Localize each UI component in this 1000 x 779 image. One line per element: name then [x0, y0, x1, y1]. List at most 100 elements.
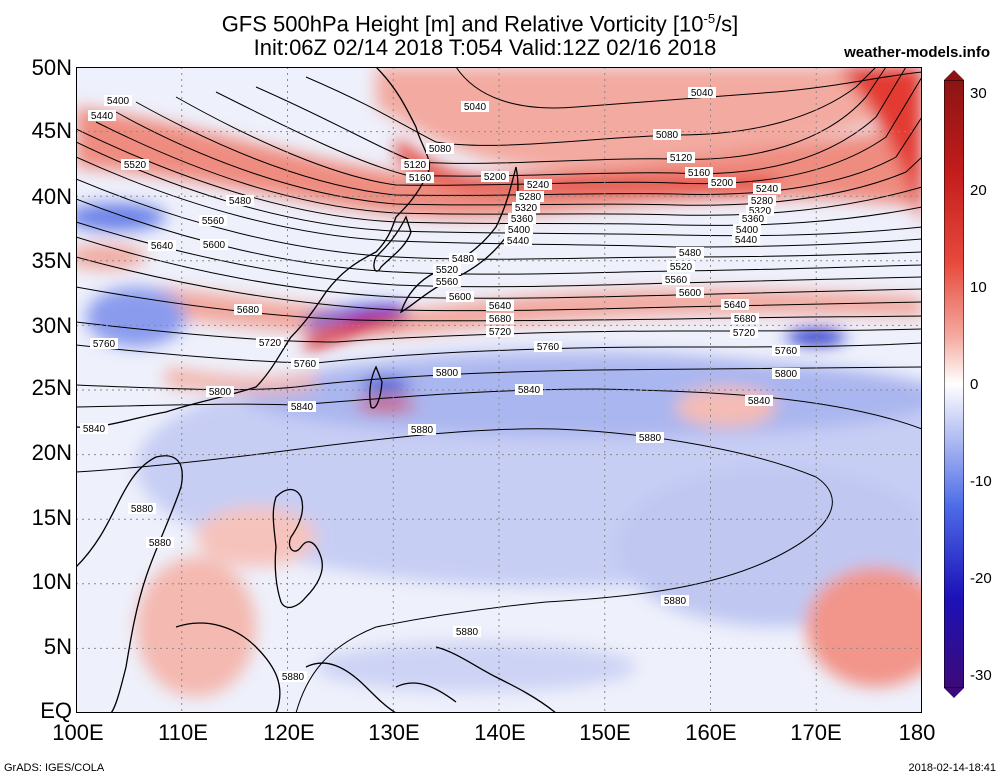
svg-text:5280: 5280 [751, 196, 774, 207]
svg-text:5840: 5840 [748, 396, 771, 407]
lat-label: 50N [31, 55, 72, 80]
contour-label-5640: 5640 [486, 300, 514, 312]
contour-label-5880: 5880 [279, 671, 307, 683]
contour-5480 [76, 178, 922, 260]
svg-text:5080: 5080 [429, 144, 452, 155]
contour-label-5440: 5440 [732, 234, 760, 246]
svg-text:5840: 5840 [83, 424, 106, 435]
coast-korea [373, 215, 412, 272]
svg-text:5800: 5800 [775, 369, 798, 380]
colorbar-label: -20 [970, 570, 992, 587]
svg-text:5280: 5280 [519, 192, 542, 203]
lon-label: 100E [52, 720, 104, 745]
contour-5160 [215, 67, 907, 177]
svg-text:5520: 5520 [436, 265, 459, 276]
contour-label-5800: 5800 [206, 386, 234, 398]
contour-label-5880: 5880 [636, 432, 664, 444]
contour-label-5080: 5080 [426, 143, 454, 155]
svg-text:5120: 5120 [404, 160, 427, 171]
contour-label-5600: 5600 [200, 239, 228, 251]
contour-label-5520: 5520 [433, 264, 461, 276]
lon-label: 180 [898, 720, 936, 745]
contour-label-5560: 5560 [662, 274, 690, 286]
coast-philippines [272, 488, 323, 609]
lat-label: 45N [31, 118, 72, 143]
contour-label-5440: 5440 [504, 235, 532, 247]
lon-label: 110E [158, 720, 208, 745]
chart-title: GFS 500hPa Height [m] and Relative Vorti… [221, 11, 739, 37]
contour-label-5560: 5560 [199, 215, 227, 227]
lat-label: 20N [31, 440, 72, 465]
svg-text:5480: 5480 [679, 248, 702, 259]
colorbar-label: 20 [970, 182, 987, 199]
svg-text:5240: 5240 [756, 184, 779, 195]
site-brand: weather-models.info [844, 44, 990, 61]
vorticity-height-map: 5040 5040 5080 5080 5120 5120 5160 5160 … [76, 67, 922, 713]
contour-label-5600: 5600 [676, 287, 704, 299]
svg-text:5760: 5760 [93, 339, 116, 350]
lat-label: 35N [31, 248, 72, 273]
colorbar-label: -30 [970, 667, 992, 684]
contour-label-5200: 5200 [481, 171, 509, 183]
contour-label-5800: 5800 [433, 367, 461, 379]
svg-text:5720: 5720 [259, 338, 282, 349]
contour-labels: 5040 5040 5080 5080 5120 5120 5160 5160 … [80, 87, 800, 683]
svg-text:5640: 5640 [151, 241, 174, 252]
svg-text:5240: 5240 [527, 180, 550, 191]
svg-text:5880: 5880 [664, 596, 687, 607]
colorbar [944, 80, 964, 688]
lon-label: 140E [474, 720, 526, 745]
contour-label-5040: 5040 [461, 101, 489, 113]
contour-5560 [76, 221, 922, 288]
contour-5880 [76, 428, 833, 713]
contour-label-5480: 5480 [449, 253, 477, 265]
contour-label-5480: 5480 [226, 195, 254, 207]
svg-text:5520: 5520 [124, 160, 147, 171]
svg-text:5800: 5800 [436, 368, 459, 379]
footer-timestamp: 2018-02-14-18:41 [908, 762, 996, 774]
svg-text:5600: 5600 [449, 292, 472, 303]
contour-label-5800: 5800 [772, 368, 800, 380]
svg-text:5680: 5680 [489, 314, 512, 325]
svg-text:5560: 5560 [202, 216, 225, 227]
contour-5080 [305, 67, 877, 146]
lat-label: 25N [31, 375, 72, 400]
svg-text:5640: 5640 [489, 301, 512, 312]
svg-text:5600: 5600 [203, 240, 226, 251]
svg-text:5880: 5880 [639, 433, 662, 444]
contour-label-5880: 5880 [453, 626, 481, 638]
contour-label-5240: 5240 [753, 183, 781, 195]
colorbar-label: -10 [970, 473, 992, 490]
colorbar-label: 10 [970, 279, 987, 296]
contour-label-5160: 5160 [406, 172, 434, 184]
contour-label-5880: 5880 [146, 537, 174, 549]
svg-text:5600: 5600 [679, 288, 702, 299]
svg-text:5320: 5320 [749, 206, 772, 217]
contour-label-5840: 5840 [288, 401, 316, 413]
contour-label-5760: 5760 [291, 358, 319, 370]
svg-text:5480: 5480 [452, 254, 475, 265]
svg-text:5680: 5680 [734, 314, 757, 325]
contour-label-5480: 5480 [676, 247, 704, 259]
contour-label-5360: 5360 [739, 213, 767, 225]
contour-label-5680: 5680 [731, 313, 759, 325]
footer-credit: GrADS: IGES/COLA [4, 762, 105, 774]
svg-text:5880: 5880 [411, 425, 434, 436]
svg-text:5880: 5880 [131, 504, 154, 515]
contour-label-5120: 5120 [667, 152, 695, 164]
contour-label-5280: 5280 [516, 191, 544, 203]
svg-text:5880: 5880 [456, 627, 479, 638]
svg-text:5200: 5200 [711, 178, 734, 189]
svg-text:5120: 5120 [670, 153, 693, 164]
contour-label-5720: 5720 [256, 337, 284, 349]
contour-5600 [76, 236, 922, 299]
svg-text:5760: 5760 [537, 342, 560, 353]
contour-label-5640: 5640 [148, 240, 176, 252]
svg-text:5840: 5840 [291, 402, 314, 413]
contour-label-5200: 5200 [708, 177, 736, 189]
svg-text:5480: 5480 [229, 196, 252, 207]
svg-text:5400: 5400 [736, 225, 759, 236]
contour-label-5320: 5320 [512, 202, 540, 214]
contour-label-5440: 5440 [88, 110, 116, 122]
contour-label-5840: 5840 [745, 395, 773, 407]
